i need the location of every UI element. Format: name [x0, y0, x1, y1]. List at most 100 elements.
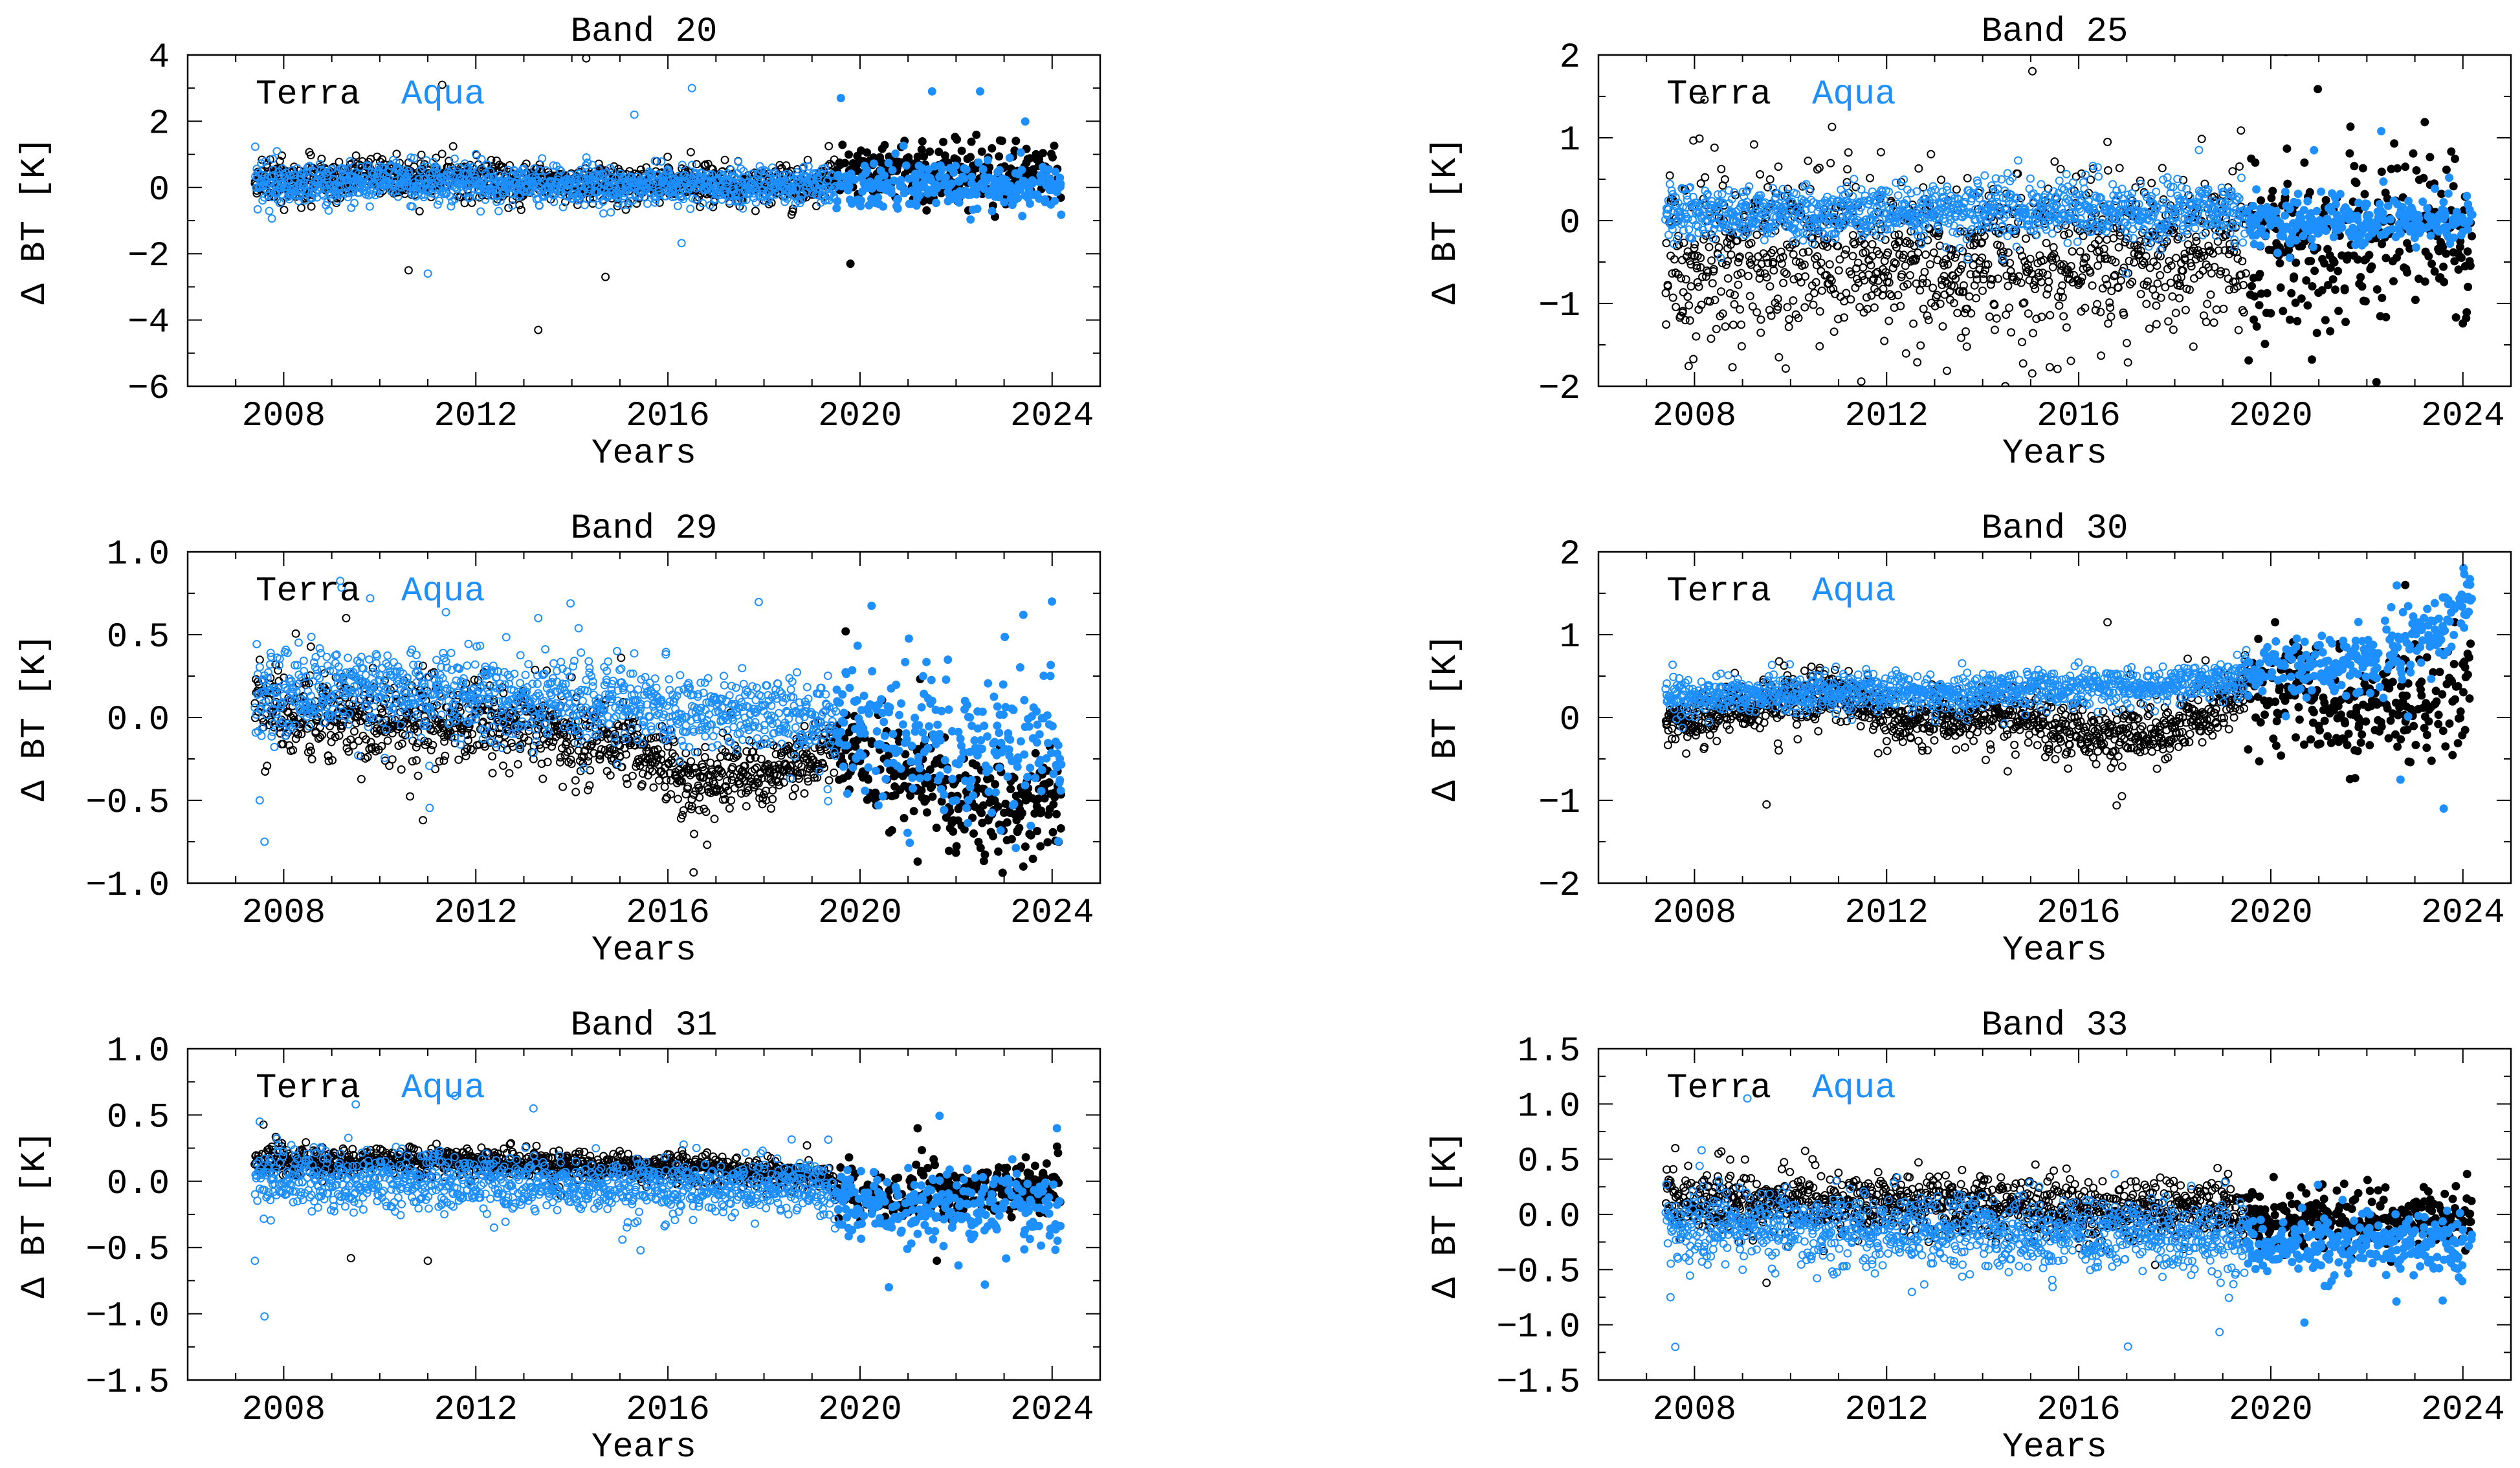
data-point [1959, 287, 1968, 296]
data-point [1850, 175, 1859, 184]
data-point [1773, 302, 1782, 311]
data-point [1723, 274, 1732, 283]
data-point [1861, 248, 1870, 257]
data-point [686, 204, 695, 214]
legend-aqua: Aqua [401, 75, 485, 115]
data-point [2086, 175, 2095, 184]
data-point [983, 156, 992, 165]
data-point [2148, 198, 2157, 207]
data-point [2393, 164, 2402, 173]
data-point [2210, 192, 2219, 201]
data-point [454, 163, 462, 172]
data-point [2451, 155, 2459, 163]
data-point [1000, 198, 1009, 207]
data-point [799, 162, 808, 171]
data-point [2194, 208, 2202, 217]
data-point [1914, 231, 1923, 240]
data-point [2065, 269, 2074, 278]
data-point [1752, 308, 1762, 317]
data-point [2345, 149, 2354, 158]
data-point [821, 164, 830, 173]
data-point [894, 195, 902, 203]
data-point [941, 173, 950, 182]
data-point [1853, 216, 1862, 225]
data-point [2055, 301, 2064, 310]
data-point [613, 193, 623, 203]
data-point [972, 190, 981, 199]
data-point [2234, 325, 2243, 334]
data-point [966, 215, 975, 224]
data-point [1829, 327, 1839, 336]
data-point [2049, 243, 2058, 252]
data-point [1914, 164, 1923, 173]
x-axis-label: Years [591, 434, 696, 474]
data-point [2081, 170, 2090, 179]
data-point [1697, 300, 1706, 309]
data-point-outlier [2401, 162, 2410, 171]
data-point [920, 152, 929, 161]
data-point [2297, 294, 2306, 303]
data-point [477, 155, 486, 164]
data-point [1720, 175, 1729, 184]
data-point [1785, 197, 1794, 206]
data-point [2111, 257, 2120, 267]
data-point [1050, 197, 1059, 206]
data-point [1813, 252, 1822, 261]
data-point [1812, 261, 1821, 270]
data-point [1969, 261, 1978, 270]
data-point [549, 161, 558, 170]
data-point [2199, 199, 2208, 208]
data-point [1668, 225, 1677, 234]
data-point [2244, 356, 2253, 365]
data-point [1976, 225, 1985, 234]
data-point [2045, 363, 2054, 371]
data-point [2039, 203, 2048, 212]
data-point [1980, 232, 1989, 241]
data-point [2412, 166, 2421, 175]
data-point [826, 159, 834, 168]
data-point [1848, 252, 1857, 261]
data-point [2224, 250, 2233, 259]
data-point [2160, 235, 2169, 244]
data-point [1737, 320, 1746, 329]
data-point [1028, 179, 1037, 188]
data-point [1757, 259, 1766, 268]
data-point [2268, 186, 2277, 195]
data-point [1789, 237, 1798, 246]
data-point [2237, 126, 2246, 135]
data-point [2202, 318, 2211, 327]
data-point [1956, 265, 1965, 274]
data-point [1776, 247, 1785, 256]
data-point [2390, 139, 2399, 148]
data-point [2008, 173, 2017, 182]
data-point [1907, 189, 1916, 198]
data-point [1762, 206, 1771, 215]
data-point [960, 174, 969, 183]
data-point [2182, 184, 2191, 193]
data-point [1804, 157, 1813, 166]
data-point [463, 188, 472, 197]
data-point [1678, 203, 1687, 212]
data-point [1815, 307, 1824, 316]
data-point [2088, 161, 2097, 170]
data-point [1872, 269, 1881, 278]
x-tick-label: 2016 [626, 397, 710, 436]
x-tick-label: 2012 [434, 397, 518, 436]
data-point [2024, 220, 2033, 229]
data-point [1785, 315, 1794, 323]
data-point [481, 195, 490, 204]
data-point [2314, 85, 2323, 94]
data-point [1792, 190, 1801, 199]
data-point [1960, 197, 1969, 206]
data-point [1692, 261, 1701, 270]
data-point [2440, 278, 2449, 287]
data-point [280, 206, 289, 214]
data-point [2004, 248, 2013, 257]
data-point [2454, 265, 2463, 274]
data-point [272, 147, 282, 156]
data-point [1692, 332, 1701, 341]
data-point [1842, 178, 1851, 186]
data-point [2152, 301, 2161, 310]
data-point [2022, 234, 2030, 243]
